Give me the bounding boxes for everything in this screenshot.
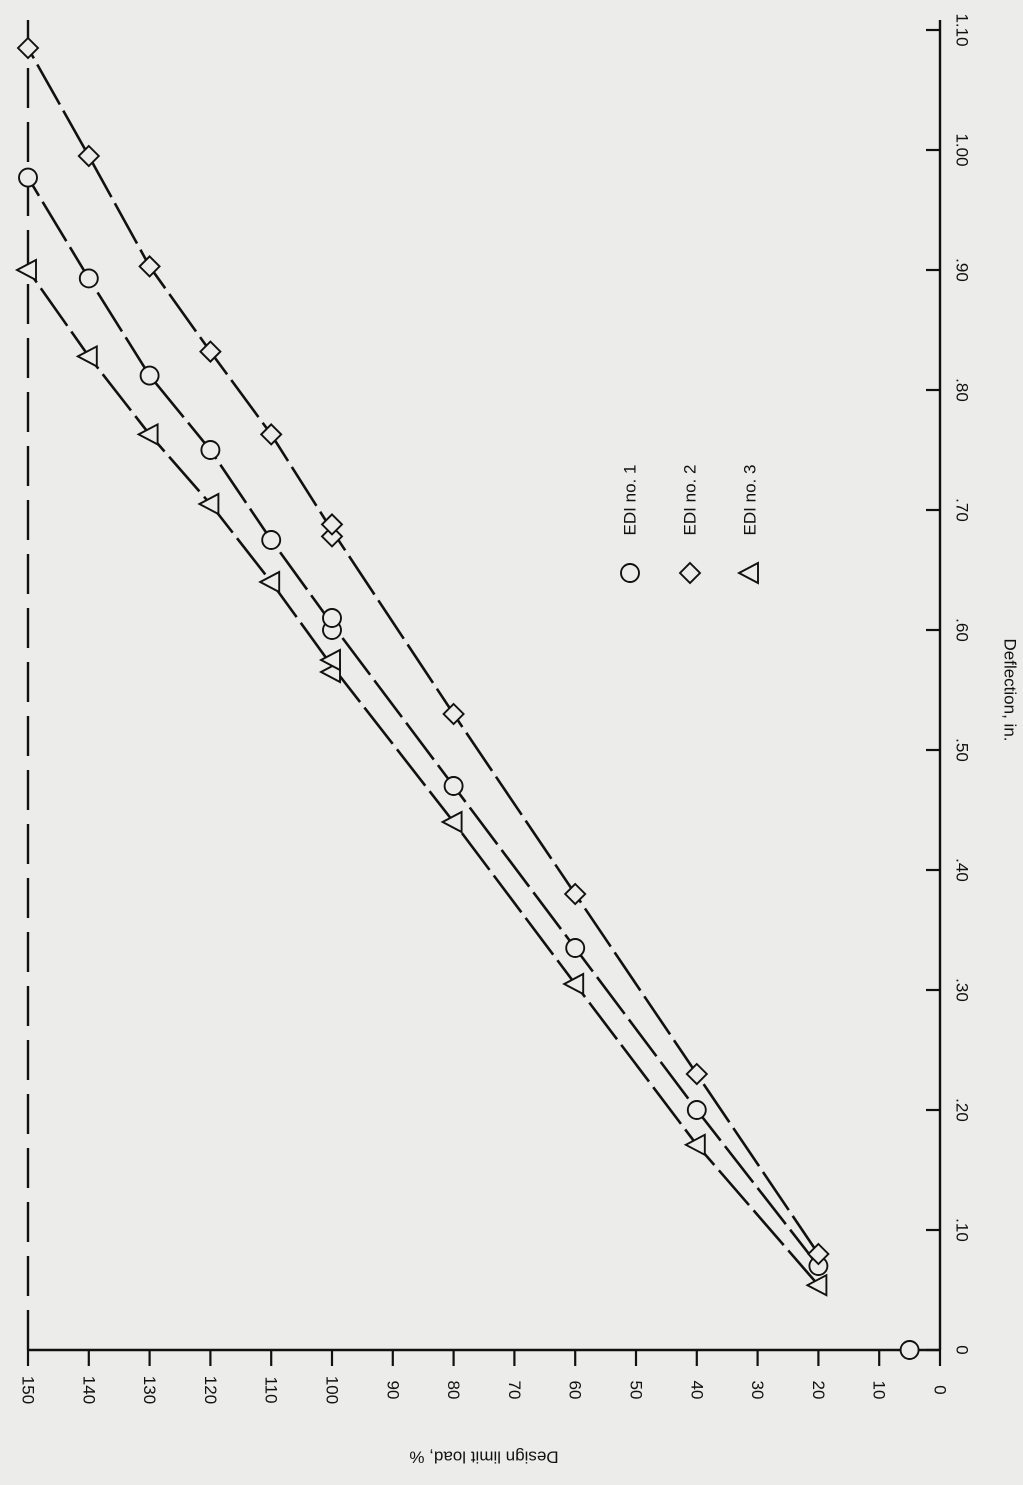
legend-label-1: EDI no. 1 — [621, 465, 640, 536]
y-tick-label: 40 — [687, 1381, 706, 1400]
y-tick-label: 0 — [931, 1385, 950, 1394]
y-tick-label: 120 — [201, 1376, 220, 1404]
series-lines — [26, 47, 820, 1287]
y-tick-label: 130 — [140, 1376, 159, 1404]
x-tick-label: .60 — [953, 618, 972, 642]
x-tick-label: .40 — [953, 858, 972, 882]
series-2-point — [138, 255, 161, 278]
y-axis-label: Design limit load, % — [409, 1448, 558, 1467]
y-tick-label: 90 — [383, 1381, 402, 1400]
y-tick-label: 100 — [323, 1376, 342, 1404]
series-line-2 — [26, 47, 820, 1255]
x-tick-label: .10 — [953, 1218, 972, 1242]
y-tick-label: 20 — [809, 1381, 828, 1400]
legend-label-2: EDI no. 2 — [681, 465, 700, 536]
series-1-point — [686, 1100, 707, 1120]
x-tick-label: 1.10 — [953, 13, 972, 46]
series-3-point — [805, 1273, 828, 1297]
series-1-point — [18, 167, 38, 188]
series-3-point — [440, 810, 463, 834]
series-3-point — [75, 344, 98, 368]
series-3-point — [562, 972, 585, 996]
series-line-1 — [26, 176, 820, 1267]
y-tick-label: 110 — [262, 1376, 281, 1403]
series-2-point — [563, 882, 587, 906]
legend-marker-2 — [678, 561, 702, 585]
plot-frame — [26, 20, 942, 1352]
y-tick-label: 60 — [566, 1381, 585, 1400]
series-2-point — [442, 702, 465, 726]
y-tick-label: 30 — [748, 1381, 767, 1400]
series-1-point — [443, 776, 464, 796]
series-3-point — [683, 1133, 706, 1157]
series-1-point — [565, 938, 586, 958]
series-3-point — [136, 422, 159, 446]
series-1-point — [261, 530, 282, 550]
legend-label-3: EDI no. 3 — [741, 465, 760, 536]
series-line-3 — [26, 269, 820, 1287]
series-1-point — [78, 268, 99, 289]
series-2-point — [16, 36, 40, 60]
y-tick-label: 50 — [627, 1381, 646, 1400]
x-tick-label: .70 — [953, 498, 972, 522]
y-axis-ticks: 0 10 20 30 40 50 60 70 80 90 100 110 120 130 140 150 — [19, 1350, 950, 1404]
series-2-point — [320, 525, 344, 548]
series-3-point — [318, 648, 341, 672]
legend-marker-3 — [736, 561, 759, 585]
series-2-point — [807, 1242, 830, 1266]
x-tick-label: .80 — [953, 378, 972, 402]
series-2-point — [685, 1062, 709, 1086]
x-tick-label: .90 — [953, 258, 972, 282]
x-tick-label: 0 — [953, 1345, 972, 1354]
x-tick-label: .20 — [953, 1098, 972, 1122]
x-tick-label: 1.00 — [953, 133, 972, 166]
legend-marker-1 — [620, 563, 640, 583]
y-tick-label: 140 — [79, 1376, 98, 1404]
series-1-point — [200, 440, 221, 460]
series-2-point — [320, 513, 344, 536]
y-tick-label: 10 — [870, 1381, 889, 1400]
origin-point — [899, 1340, 920, 1360]
y-tick-label: 80 — [444, 1381, 463, 1400]
y-tick-label: 70 — [505, 1381, 524, 1400]
series-3-point — [258, 570, 281, 594]
x-axis-label: Deflection, in. — [1001, 639, 1020, 742]
series-2-point — [77, 144, 101, 168]
x-tick-label: .50 — [953, 738, 972, 762]
series-2-point — [199, 340, 222, 363]
series-1-point — [139, 365, 160, 386]
series-3-point — [197, 492, 220, 516]
legend: EDI no. 1 EDI no. 2 EDI no. 3 — [620, 465, 760, 585]
series-markers — [14, 36, 920, 1360]
y-tick-label: 150 — [19, 1376, 38, 1404]
series-2-point — [259, 423, 283, 446]
series-3-point — [14, 258, 37, 282]
x-axis-ticks: 0 .10 .20 .30 .40 .50 .60 .70 .80 .90 1.00 1.10 — [926, 13, 972, 1355]
x-tick-label: .30 — [953, 978, 972, 1002]
series-1-point — [322, 608, 342, 628]
